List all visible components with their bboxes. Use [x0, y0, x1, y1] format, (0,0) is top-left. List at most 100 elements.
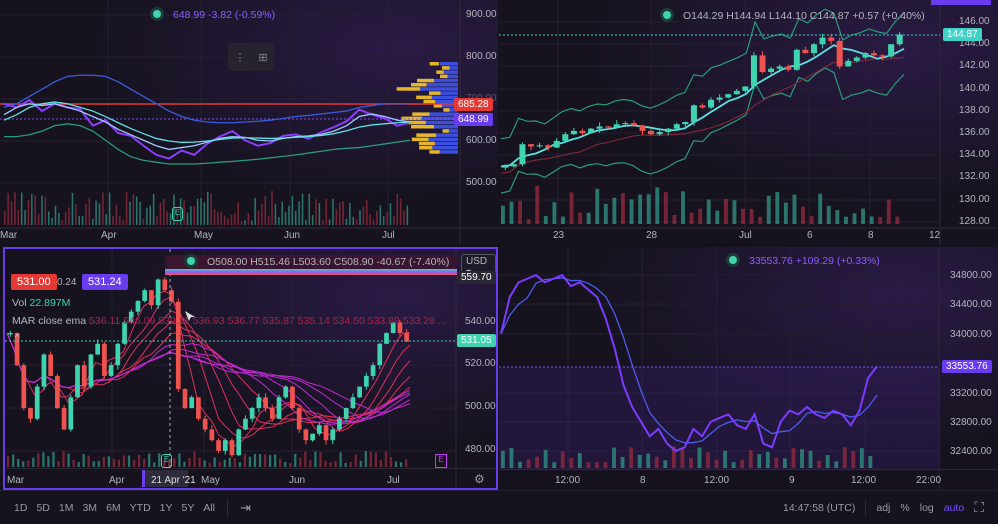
candle	[88, 354, 94, 387]
volume-bar	[342, 201, 344, 225]
volume-profile-bar	[412, 112, 430, 116]
volume-bar	[125, 192, 128, 225]
interval-ytd[interactable]: YTD	[129, 501, 151, 514]
interval-5y[interactable]: 5Y	[181, 501, 195, 514]
chart-canvas[interactable]	[499, 0, 998, 244]
go-to-date-icon[interactable]: ⇥	[240, 499, 251, 515]
time-axis-divider	[499, 469, 998, 470]
fullscreen-icon[interactable]: ⛶	[974, 499, 984, 515]
volume-bar	[135, 196, 138, 225]
candle	[350, 397, 356, 409]
volume-bar	[176, 213, 179, 225]
volume-bar	[156, 216, 158, 225]
interval-5d[interactable]: 5D	[36, 501, 50, 514]
volume-profile-bar	[423, 99, 436, 104]
volume-bar	[107, 456, 111, 467]
volume-bar	[183, 200, 185, 225]
volume-bar	[382, 216, 385, 225]
volume-bar	[586, 462, 591, 468]
clock-time[interactable]: 14:47:58 (UTC)	[783, 501, 856, 514]
volume-bar	[279, 458, 282, 467]
candle	[41, 354, 47, 387]
volume-bar	[81, 215, 84, 225]
volume-bar	[328, 219, 331, 225]
chart-panel-top-left[interactable]: 648.99 -3.82 (-0.59%) ⋮⊞ 900.00 800.00 7…	[0, 0, 498, 244]
chart-panel-bottom-left-active[interactable]: O508.00 H515.46 L503.60 C508.90 -40.67 (…	[3, 247, 498, 490]
volume-bar	[681, 191, 685, 224]
volume-profile-bar	[433, 104, 442, 108]
earnings-marker[interactable]: E	[435, 454, 447, 468]
chart-canvas[interactable]	[0, 0, 498, 244]
volume-bar	[800, 449, 804, 468]
interval-1y[interactable]: 1Y	[159, 501, 173, 514]
volume-profile-bar	[426, 141, 458, 146]
volume-bar	[263, 454, 267, 467]
volume-bar	[560, 451, 565, 468]
bollinger-upper	[500, 8, 905, 140]
add-widget-icon[interactable]: ⊞	[258, 51, 268, 64]
interval-1d[interactable]: 1D	[14, 501, 28, 514]
earnings-marker[interactable]: E	[172, 207, 183, 221]
interval-6m[interactable]: 6M	[106, 501, 121, 514]
candle	[189, 397, 195, 409]
chart-canvas[interactable]	[5, 249, 496, 488]
interval-all[interactable]: All	[203, 501, 216, 514]
ema-ribbon-line	[6, 332, 411, 414]
collapse-chevron-icon[interactable]: ^	[15, 333, 20, 344]
candle	[397, 322, 403, 334]
volume-bar	[258, 454, 262, 467]
y-tick: 900.00	[466, 9, 497, 20]
volume-bar	[338, 202, 341, 225]
volume-bar	[603, 462, 608, 468]
volume-bar	[169, 213, 172, 225]
sell-button[interactable]: 531.00	[11, 274, 57, 290]
volume-bar	[132, 459, 136, 467]
adj-toggle[interactable]: adj	[876, 501, 891, 514]
log-toggle[interactable]: log	[919, 501, 934, 514]
volume-bar	[379, 460, 383, 467]
y-tick: 138.00	[959, 104, 990, 116]
candle	[656, 132, 663, 135]
volume-profile-bar	[437, 150, 458, 154]
percent-toggle[interactable]: %	[900, 501, 910, 514]
chart-panel-top-right[interactable]: O144.29 H144.94 L144.10 C144.87 +0.57 (+…	[499, 0, 998, 244]
volume-bar	[298, 201, 300, 225]
volume-bar	[389, 203, 392, 225]
chart-panel-bottom-right[interactable]: 33553.76 +109.29 (+0.33%) 34800.00 34400…	[499, 247, 998, 490]
volume-bar	[243, 453, 247, 467]
volume-profile-bar	[429, 62, 439, 66]
x-tick: Apr	[101, 230, 117, 241]
series-lower_band	[4, 123, 411, 165]
volume-bar	[394, 461, 398, 467]
volume-bar	[732, 200, 737, 224]
auto-toggle[interactable]: auto	[943, 501, 965, 514]
volume-profile-bar	[417, 116, 458, 121]
volume-bar	[842, 447, 847, 468]
settings-gear-icon[interactable]: ⚙	[474, 472, 485, 486]
y-tick: 132.00	[959, 171, 990, 183]
candle	[384, 333, 389, 344]
volume-bar	[834, 461, 839, 468]
volume-bar	[379, 205, 382, 225]
interval-3m[interactable]: 3M	[82, 501, 98, 514]
drag-handle-icon[interactable]: ⋮	[234, 51, 246, 64]
chart-canvas[interactable]	[499, 247, 998, 490]
y-tick: 32800.00	[950, 417, 992, 428]
x-tick: 6	[807, 230, 813, 241]
earnings-marker[interactable]: E	[161, 454, 172, 468]
volume-bar	[47, 211, 50, 225]
volume-bar	[714, 459, 719, 468]
volume-bar	[148, 453, 151, 467]
volume-profile-bar	[442, 129, 449, 133]
candle	[377, 343, 383, 366]
volume-bar	[663, 460, 668, 468]
x-tick: Mar	[0, 230, 18, 241]
series-price	[3, 98, 411, 160]
interval-1m[interactable]: 1M	[58, 501, 74, 514]
volume-bar	[646, 453, 651, 468]
buy-button[interactable]: 531.24	[82, 274, 128, 290]
candle	[216, 440, 221, 451]
volume-bar	[92, 461, 95, 467]
candle	[802, 49, 809, 54]
volume-bar	[254, 197, 256, 225]
